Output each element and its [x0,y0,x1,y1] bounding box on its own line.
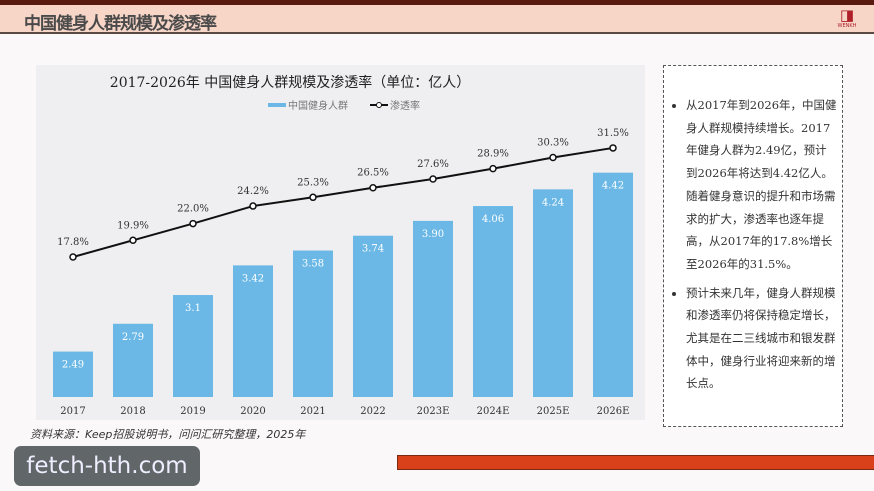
summary-bullet: 从2017年到2026年，中国健身人群规模持续增长。2017年健身人群为2.49… [686,94,838,276]
line-label: 24.2% [237,186,269,197]
bar [413,220,453,397]
header: 中国健身人群规模及渗透率 ◨ WENKH [0,5,874,34]
bar-label: 4.42 [602,181,624,192]
x-tick-label: 2018 [120,406,145,417]
bar [533,189,573,397]
x-tick-label: 2020 [240,406,265,417]
line-point [129,236,137,245]
bar [293,250,333,397]
bar-label: 3.90 [422,229,444,240]
x-tick-label: 2023E [417,406,450,417]
chart: 2017-2026年 中国健身人群规模及渗透率（单位：亿人） 中国健身人群 渗透… [53,74,633,417]
source-note: 资料来源：Keep招股说明书，问问汇研究整理，2025年 [30,428,306,441]
x-tick-label: 2021 [300,406,325,417]
line-label: 19.9% [117,220,149,231]
line-label: 30.3% [537,138,569,149]
legend-line-marker [376,102,382,108]
line-point [609,144,617,152]
line-point [309,193,317,202]
line-point [549,153,557,162]
logo-text: WENKH [837,23,857,29]
bar-label: 3.1 [185,303,201,314]
bar-label: 3.74 [362,244,384,255]
bar [53,351,93,397]
line-point [189,219,197,228]
x-tick-label: 2017 [60,406,85,417]
bar [353,235,393,397]
summary-box: 从2017年到2026年，中国健身人群规模持续增长。2017年健身人群为2.49… [663,65,843,427]
legend-bar-label: 中国健身人群 [288,99,348,112]
line-label: 28.9% [477,149,509,160]
line-label: 27.6% [417,159,449,170]
x-tick-label: 2019 [180,406,205,417]
logo: ◨ WENKH [834,7,860,33]
watermark: fetch-hth.com [14,446,200,486]
bar [113,323,153,397]
logo-icon: ◨ [839,6,855,24]
bar-label: 2.79 [122,332,144,343]
bar-label: 4.06 [482,214,504,225]
bar [473,206,513,397]
legend: 中国健身人群 渗透率 [268,99,420,112]
page-title: 中国健身人群规模及渗透率 [24,14,217,34]
summary-bullet: 预计未来几年，健身人群规模和渗透率仍将保持稳定增长，尤其是在二三线城市和银发群体… [686,282,838,396]
bar [593,172,633,397]
bar-label: 3.42 [242,273,264,284]
line-point [249,202,257,210]
bar [173,295,213,397]
bar-label: 3.58 [302,259,324,270]
footer-bar [397,455,874,470]
legend-bar-swatch [268,103,286,107]
penetration-line [72,146,614,258]
line-label: 17.8% [57,237,89,248]
x-tick-label: 2024E [477,406,510,417]
line-label: 22.0% [177,204,209,215]
line-point [489,164,497,173]
line-label: 26.5% [357,168,389,179]
line-label: 31.5% [597,128,629,139]
x-tick-label: 2026E [597,406,630,417]
top-bar [0,0,874,5]
line-label: 25.3% [297,177,329,188]
chart-panel: 2017-2026年 中国健身人群规模及渗透率（单位：亿人） 中国健身人群 渗透… [36,65,645,420]
bar-label: 4.24 [542,197,564,208]
line-point [429,175,437,183]
line-point [369,183,377,192]
chart-title: 2017-2026年 中国健身人群规模及渗透率（单位：亿人） [110,74,470,91]
bar [233,265,273,397]
legend-line-label: 渗透率 [390,99,420,112]
x-tick-label: 2025E [537,406,570,417]
x-tick-label: 2022 [360,406,385,417]
bar-label: 2.49 [62,360,84,371]
line-point [69,253,77,261]
